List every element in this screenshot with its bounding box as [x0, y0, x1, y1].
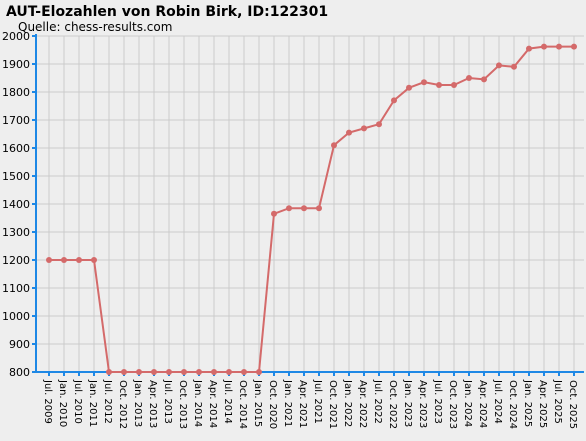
data-point [541, 43, 547, 50]
x-tick-label: Jan. 2025 [522, 379, 533, 427]
data-point [91, 257, 97, 263]
y-tick-label: 1700 [2, 114, 30, 127]
data-point [436, 82, 442, 88]
x-tick-label: Jan. 2023 [402, 379, 413, 427]
x-tick-label: Oct. 2013 [177, 380, 188, 429]
data-point [196, 369, 202, 375]
x-tick-label: Jul. 2010 [72, 379, 83, 424]
data-point [166, 369, 172, 375]
data-point [61, 257, 67, 263]
x-tick-label: Apr. 2025 [537, 380, 548, 428]
data-point [181, 369, 187, 375]
data-point [121, 369, 127, 375]
x-tick-label: Jul. 2012 [102, 379, 113, 424]
y-tick-label: 800 [9, 366, 30, 379]
x-tick-label: Jul. 2022 [372, 379, 383, 424]
data-point [316, 205, 322, 212]
x-tick-label: Oct. 2021 [327, 380, 338, 429]
x-tick-label: Oct. 2022 [387, 380, 398, 429]
x-tick-label: Jan. 2021 [282, 379, 293, 427]
x-tick-label: Apr. 2023 [417, 380, 428, 428]
y-tick-label: 2000 [2, 30, 30, 43]
x-tick-label: Apr. 2021 [297, 380, 308, 428]
y-tick-label: 1800 [2, 86, 30, 99]
x-tick-label: Apr. 2013 [147, 380, 158, 428]
x-tick-label: Oct. 2014 [237, 380, 248, 429]
data-point [571, 43, 577, 50]
data-point [46, 257, 52, 263]
x-tick-label: Jul. 2009 [42, 379, 53, 424]
x-tick-label: Jul. 2013 [162, 379, 173, 424]
data-point [481, 76, 487, 83]
data-point [256, 369, 262, 375]
data-point [376, 121, 382, 128]
data-point [496, 62, 502, 69]
data-point [226, 369, 232, 375]
x-tick-label: Jan. 2014 [192, 379, 203, 427]
x-tick-label: Jan. 2011 [87, 379, 98, 427]
data-point [301, 205, 307, 212]
data-point [331, 142, 337, 149]
x-tick-label: Oct. 2020 [267, 380, 278, 429]
data-point [451, 82, 457, 88]
x-tick-label: Oct. 2025 [567, 380, 578, 429]
x-tick-label: Jan. 2015 [252, 379, 263, 427]
data-point [511, 63, 517, 70]
data-point [106, 369, 112, 375]
x-tick-label: Apr. 2024 [477, 380, 488, 428]
x-tick-label: Jul. 2024 [492, 379, 503, 424]
y-tick-label: 1000 [2, 310, 30, 323]
data-point [211, 369, 217, 375]
x-tick-label: Jan. 2013 [132, 379, 143, 427]
x-tick-label: Jul. 2023 [432, 379, 443, 424]
data-point [76, 257, 82, 263]
data-point [556, 43, 562, 50]
data-point [361, 125, 367, 132]
data-point [346, 129, 352, 136]
chart-subtitle: Quelle: chess-results.com [18, 20, 172, 34]
x-tick-label: Apr. 2014 [207, 380, 218, 428]
x-tick-label: Apr. 2022 [357, 380, 368, 428]
x-tick-label: Oct. 2024 [507, 380, 518, 429]
x-tick-label: Jul. 2021 [312, 379, 323, 424]
x-tick-label: Jul. 2025 [552, 379, 563, 424]
data-point [151, 369, 157, 375]
x-tick-label: Jan. 2010 [57, 379, 68, 427]
data-point [526, 45, 532, 52]
y-tick-label: 1600 [2, 142, 30, 155]
chart-title: AUT-Elozahlen von Robin Birk, ID:122301 [6, 4, 328, 20]
x-tick-label: Jan. 2024 [462, 379, 473, 427]
data-point [406, 84, 412, 91]
y-tick-label: 1500 [2, 170, 30, 183]
data-point [271, 210, 277, 217]
x-tick-label: Jul. 2014 [222, 379, 233, 424]
y-tick-label: 900 [9, 338, 30, 351]
data-point [421, 79, 427, 86]
data-point [136, 369, 142, 375]
y-tick-label: 1400 [2, 198, 30, 211]
y-tick-label: 1200 [2, 254, 30, 267]
data-point [286, 205, 292, 212]
data-point [466, 75, 472, 81]
x-tick-label: Oct. 2023 [447, 380, 458, 429]
x-tick-label: Jan. 2022 [342, 379, 353, 427]
y-tick-label: 1100 [2, 282, 30, 295]
data-point [391, 97, 397, 104]
data-point [241, 369, 247, 375]
y-tick-label: 1900 [2, 58, 30, 71]
x-tick-label: Oct. 2012 [117, 380, 128, 429]
y-tick-label: 1300 [2, 226, 30, 239]
